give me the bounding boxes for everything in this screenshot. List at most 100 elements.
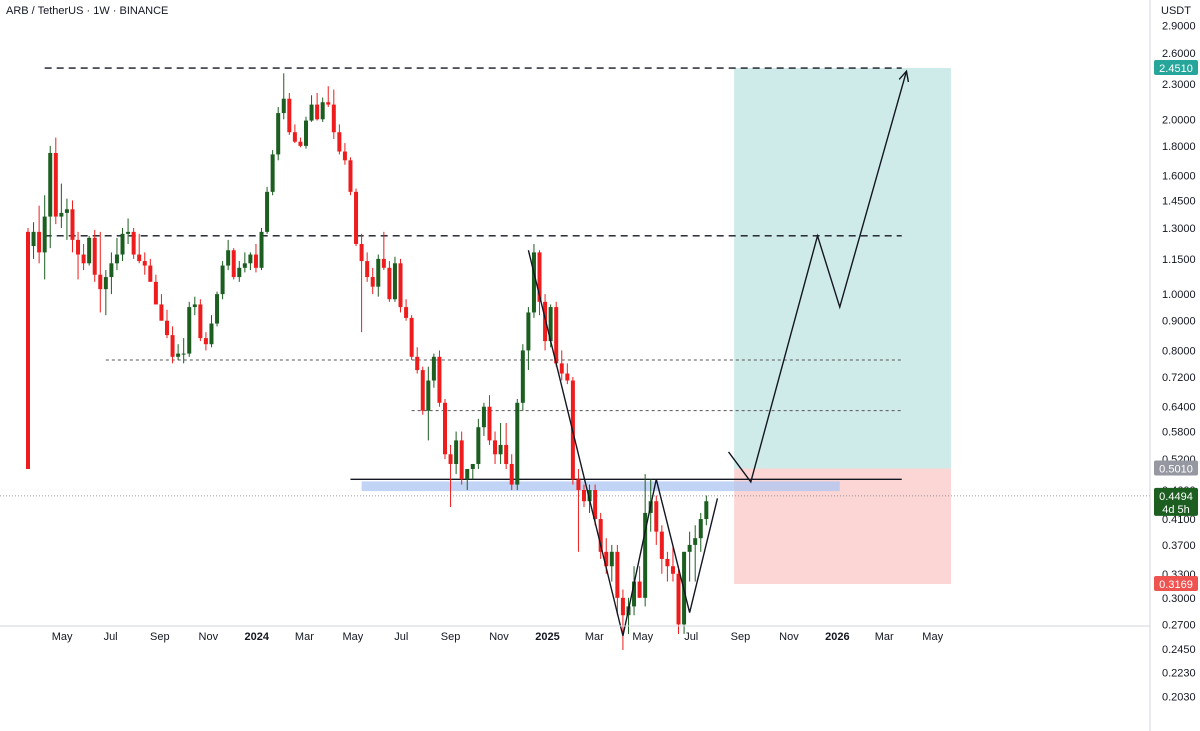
candle <box>559 363 564 374</box>
candle <box>359 243 364 262</box>
time-tick-label: May <box>342 631 363 643</box>
candle <box>170 335 175 357</box>
candle <box>42 216 47 253</box>
time-tick-label: Nov <box>489 631 509 643</box>
candle <box>259 231 264 268</box>
time-tick-label: May <box>632 631 653 643</box>
price-tick-label: 2.9000 <box>1162 21 1196 33</box>
candle <box>103 277 108 290</box>
candle <box>98 274 103 290</box>
candle <box>304 120 308 146</box>
candle <box>53 152 58 217</box>
candle <box>292 132 297 142</box>
candle <box>665 558 670 567</box>
time-tick-label: Sep <box>731 631 751 643</box>
price-tick-label: 0.2450 <box>1162 644 1196 656</box>
candle <box>398 263 403 308</box>
candle <box>509 463 514 485</box>
candle <box>376 258 381 287</box>
projection-path <box>727 71 908 484</box>
candle <box>615 551 620 598</box>
candle <box>698 519 703 539</box>
candle <box>576 479 581 491</box>
candle <box>431 356 436 381</box>
candle <box>481 406 486 428</box>
candle <box>565 373 570 381</box>
candle <box>609 551 614 567</box>
candle <box>87 237 92 264</box>
candle <box>643 512 648 598</box>
candle <box>531 252 536 313</box>
price-tick-label: 1.4500 <box>1162 195 1196 207</box>
candle <box>309 104 314 121</box>
candle <box>554 307 559 364</box>
price-tick-label: 0.9000 <box>1162 316 1196 328</box>
price-tick-label: 2.0000 <box>1162 114 1196 126</box>
price-tick-label: 2.3000 <box>1162 79 1196 91</box>
time-tick-label: Nov <box>199 631 219 643</box>
candle <box>265 191 270 232</box>
time-tick-label: May <box>52 631 73 643</box>
candle <box>370 277 375 287</box>
candle <box>348 160 353 192</box>
candle <box>276 113 281 155</box>
price-tick-label: 1.3000 <box>1162 223 1196 235</box>
candle <box>659 531 664 559</box>
time-tick-label: 2025 <box>535 631 559 643</box>
time-tick-label: May <box>922 631 943 643</box>
currency-label: USDT <box>1161 5 1191 17</box>
candle <box>76 239 81 255</box>
price-tag-last <box>1154 487 1198 516</box>
candle <box>337 132 342 152</box>
candle <box>209 323 214 345</box>
time-tick-label: Sep <box>150 631 170 643</box>
candle <box>426 380 431 411</box>
price-tick-label: 1.0000 <box>1162 289 1196 301</box>
time-axis[interactable]: May Jul Sep Nov 2024 Mar May Jul Sep Nov 2025 Mar Ma… <box>52 631 944 643</box>
time-tick-label: 2026 <box>825 631 849 643</box>
price-tag-label: 0.3169 <box>1159 579 1193 591</box>
price-tick-label: 0.8000 <box>1162 345 1196 357</box>
candle <box>537 252 542 302</box>
candle <box>470 463 475 469</box>
target-zone <box>734 68 951 469</box>
candle <box>342 151 347 161</box>
candle <box>676 573 681 625</box>
candle <box>693 538 698 545</box>
candle <box>654 501 659 532</box>
candle <box>253 254 258 268</box>
candle <box>543 301 548 342</box>
candle <box>287 98 292 133</box>
candle <box>120 233 125 255</box>
candle <box>604 551 609 567</box>
candle <box>270 154 275 192</box>
price-tick-label: 0.2030 <box>1162 691 1196 703</box>
candle <box>476 427 481 464</box>
candle <box>487 406 492 441</box>
candle <box>248 254 253 264</box>
candle <box>176 353 181 357</box>
candle <box>365 261 370 278</box>
price-tag-label: 0.4494 <box>1159 491 1193 503</box>
time-tick-label: Jul <box>394 631 408 643</box>
candle <box>498 444 503 455</box>
candle <box>387 267 392 300</box>
candle <box>203 338 208 345</box>
candle <box>131 231 136 255</box>
candle <box>404 307 409 318</box>
candle <box>687 544 692 552</box>
candle <box>220 265 225 295</box>
candle <box>48 152 53 217</box>
symbol-title: ARB / TetherUS · 1W · BINANCE <box>6 5 168 17</box>
candle <box>520 350 525 403</box>
candle <box>598 519 603 552</box>
time-tick-label: Jul <box>104 631 118 643</box>
candle <box>392 263 397 300</box>
candle <box>26 231 30 469</box>
candle <box>70 209 75 240</box>
candle <box>81 254 86 264</box>
candle <box>632 581 637 607</box>
candle <box>354 191 359 244</box>
